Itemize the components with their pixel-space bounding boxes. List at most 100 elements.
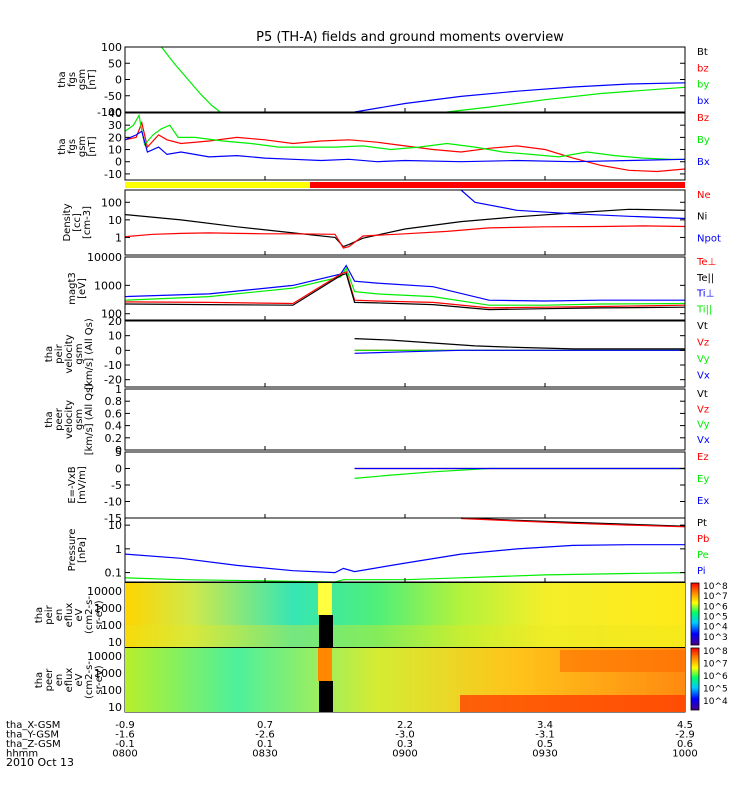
peer-velocity-legend-3: Vx [697, 435, 710, 446]
colorbar-label: 10^6 [703, 672, 728, 682]
peir-velocity-legend-1: Vz [697, 338, 709, 349]
peir-spectrogram-ylabel-line: eV [74, 608, 85, 621]
temperature-legend-1: Te|| [696, 273, 714, 284]
fgs-gsm-2-series-by-1 [124, 113, 685, 160]
efield-ylabel-line: [mV/m] [77, 466, 88, 504]
xaxis-value: 0.1 [257, 739, 273, 750]
xaxis-value: -3.0 [395, 730, 415, 741]
efield-legend-2: Ex [697, 496, 709, 507]
peir-velocity-ytick-label: -10 [104, 359, 122, 372]
temperature-legend-3: Ti|| [696, 304, 712, 315]
peer-velocity-ylabel-line: [km/s] (All Qs) [84, 384, 95, 456]
density-ylabel-line: [cm-3] [82, 206, 93, 239]
peer-spectrogram-image [125, 648, 685, 712]
peer-velocity-ylabel-line: peer [54, 407, 65, 431]
peir-velocity-ytick-label: 10 [108, 330, 122, 343]
peir-spectrogram-ytick-label: 100 [101, 619, 122, 632]
peer-velocity-ytick-label: 1 [115, 383, 122, 396]
temperature-series-ti-0 [124, 264, 685, 302]
fgs-gsm-1-ylabel-line: fgs [67, 72, 78, 87]
efield-ytick-label: 5 [115, 446, 122, 459]
peir-spectrogram-ylabel-line: peir [44, 604, 55, 624]
peer-spectrogram-ylabel-line: en [54, 674, 65, 687]
peer-spectrogram-ylabel-line: tha [34, 672, 45, 688]
colorbar-label: 10^4 [703, 623, 728, 633]
fgs-gsm-1-ylabel-line: gsm [77, 69, 88, 90]
peer-velocity-panel: 00.20.40.60.81 tha peer velocity gsm [km/s] (… [44, 383, 710, 457]
xaxis-value: -0.9 [115, 720, 135, 731]
peer-spectrogram-ylabel-line: eflux [64, 668, 75, 693]
pressure-series-pt-0 [460, 517, 686, 527]
temperature-legend-0: Te⊥ [696, 257, 716, 268]
density-ylabel-line: Density [62, 203, 73, 241]
peir-velocity-series-vt-0 [354, 338, 685, 350]
peer-spectrogram-ylabel-line: sr-eV) [94, 665, 105, 694]
efield-legend-0: Ez [697, 452, 709, 463]
fgs-gsm-2-ytick-label: 40 [108, 107, 122, 120]
density-series-npot-2 [460, 189, 686, 220]
peer-velocity-ylabel-line: velocity [64, 400, 75, 439]
temperature-ylabel-line: [eV] [77, 278, 88, 299]
fgs-gsm-1-legend-2: by [697, 80, 709, 91]
peir-velocity-ylabel-line: gsm [74, 343, 85, 364]
efield-legend-1: Ey [697, 474, 709, 485]
xaxis-value: 0.3 [397, 739, 413, 750]
fgs-gsm-2-ylabel-line: tha [57, 138, 68, 154]
pressure-panel: 0.1 1 10 Pressure [nPa] Pt Pb Pe Pi [67, 517, 709, 583]
fgs-gsm-2-ytick-label: 20 [108, 131, 122, 144]
density-legend-1: Ni [697, 212, 707, 223]
xaxis-value: 4.5 [677, 720, 693, 731]
peer-velocity-legend-0: Vt [697, 389, 708, 400]
fgs-gsm-2-ylabel-line: gsm [77, 136, 88, 157]
peer-velocity-legend-2: Vy [697, 420, 710, 431]
peer-spectrogram-ylabel-line: eV [74, 673, 85, 686]
fgs-gsm-1-ylabel-line: tha [57, 71, 68, 87]
fgs-gsm-1-ytick-label: -50 [104, 90, 122, 103]
fgs-gsm-1-ytick-label: 0 [115, 74, 122, 87]
colorbar-label: 10^7 [703, 592, 728, 602]
peir-spectrogram-image [125, 583, 685, 647]
fgs-gsm-1-series-bx-2 [354, 82, 686, 113]
peer-velocity-frame [124, 388, 686, 451]
peir-spectrogram-ylabel-line: en [54, 609, 65, 622]
xaxis-value: -3.1 [535, 730, 555, 741]
fgs-gsm-2-series-bx-2 [124, 130, 686, 163]
colorbar-label: 10^7 [703, 659, 728, 669]
peer-spectrogram-ylabel-line: peer [44, 668, 55, 692]
pressure-legend-1: Pb [697, 534, 709, 545]
peir-velocity-ylabel-line: velocity [64, 334, 75, 373]
density-ytick-label: 10 [108, 214, 122, 227]
xaxis-value: 0800 [112, 749, 137, 760]
status-bar-red [310, 182, 685, 188]
xaxis-row-label: tha_Y-GSM [6, 730, 59, 741]
colorbar-label: 10^6 [703, 602, 728, 612]
peer-spectrogram-ylabel-line: (cm2-s- [84, 661, 95, 699]
density-frame [124, 189, 686, 256]
fgs-gsm-1-legend-0: Bt [697, 47, 708, 58]
peir-velocity-legend-0: Vt [697, 321, 708, 332]
peir-velocity-ytick-label: 0 [115, 344, 122, 357]
peir-spectrogram-ylabel-line: sr-eV) [94, 600, 105, 629]
fgs-gsm-1-panel: -100 -50 0 50 100 tha fgs gsm [nT] Bt bz by bx [57, 41, 709, 119]
xaxis-value: 0900 [392, 749, 417, 760]
fgs-gsm-1-legend-3: bx [697, 96, 709, 107]
peir-spectrogram-ytick-label: 10000 [87, 585, 122, 598]
peer-velocity-ytick-label: 0.4 [105, 420, 123, 433]
colorbar-label: 10^8 [703, 582, 728, 592]
pressure-legend-3: Pi [697, 566, 706, 577]
fgs-gsm-2-ytick-label: -10 [104, 168, 122, 181]
colorbar-label: 10^3 [703, 633, 728, 643]
fgs-gsm-2-legend-2: Bx [697, 157, 710, 168]
peer-velocity-ylabel-line: gsm [74, 409, 85, 430]
pressure-ytick-label: 0.1 [105, 567, 123, 580]
pressure-series-pe-3 [124, 572, 686, 583]
xaxis-row-label: hhmm [6, 749, 38, 760]
peir-velocity-series-vx-3 [354, 349, 685, 354]
xaxis-value: 0.6 [677, 739, 693, 750]
pressure-legend-0: Pt [697, 518, 707, 529]
peir-velocity-legend-3: Vx [697, 371, 710, 382]
xaxis-value: 1000 [672, 749, 697, 760]
efield-ylabel-line: E=-VxB [67, 466, 78, 503]
fgs-gsm-1-ytick-label: 100 [101, 41, 122, 54]
